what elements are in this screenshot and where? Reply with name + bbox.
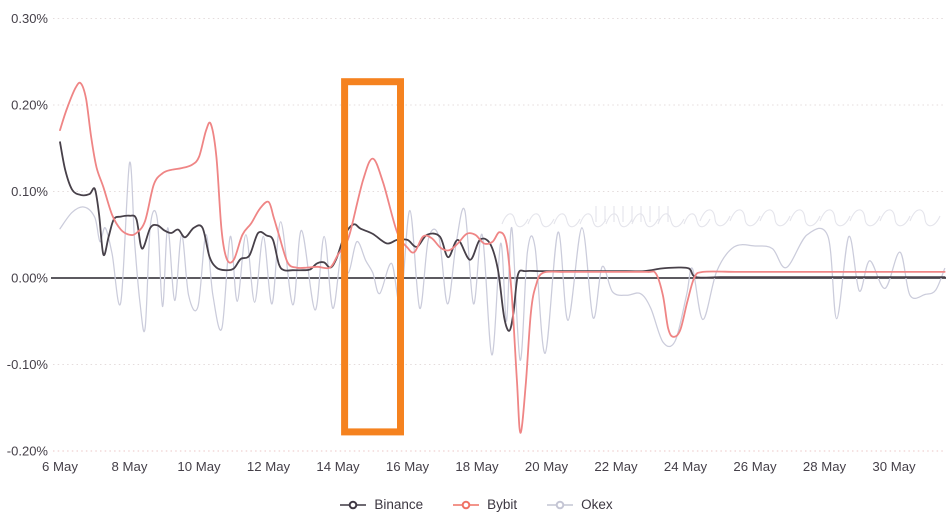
series-line-binance xyxy=(59,141,946,332)
legend-label-bybit: Bybit xyxy=(487,497,518,512)
x-tick-label: 22 May xyxy=(594,459,638,474)
x-tick-label: 16 May xyxy=(386,459,430,474)
legend-label-okex: Okex xyxy=(581,497,613,512)
y-tick-label: 0.20% xyxy=(11,98,48,113)
highlight-annotation-box xyxy=(341,78,405,436)
background-watermark xyxy=(501,206,941,228)
legend-item-binance[interactable]: Binance xyxy=(338,497,423,512)
y-tick-label: -0.20% xyxy=(7,444,49,459)
y-tick-label: 0.00% xyxy=(11,271,48,286)
legend-item-okex[interactable]: Okex xyxy=(545,497,613,512)
okex-legend-marker-icon xyxy=(547,500,574,509)
x-tick-label: 28 May xyxy=(803,459,847,474)
x-tick-label: 30 May xyxy=(872,459,916,474)
binance-legend-marker-icon xyxy=(340,500,367,509)
y-tick-label: -0.10% xyxy=(7,357,49,372)
series-line-bybit xyxy=(59,81,946,434)
x-tick-label: 20 May xyxy=(525,459,569,474)
series-line-okex xyxy=(59,161,946,361)
y-tick-label: 0.30% xyxy=(11,11,48,26)
x-tick-label: 26 May xyxy=(733,459,777,474)
x-tick-label: 10 May xyxy=(177,459,221,474)
x-tick-label: 24 May xyxy=(664,459,708,474)
legend-item-bybit[interactable]: Bybit xyxy=(451,497,517,512)
y-tick-label: 0.10% xyxy=(11,184,48,199)
legend-label-binance: Binance xyxy=(374,497,424,512)
x-tick-label: 12 May xyxy=(247,459,291,474)
x-tick-label: 14 May xyxy=(316,459,360,474)
x-tick-label: 8 May xyxy=(112,459,148,474)
bybit-legend-marker-icon xyxy=(453,500,480,509)
x-tick-label: 6 May xyxy=(42,459,78,474)
chart-legend: Binance Bybit Okex xyxy=(0,497,951,512)
x-tick-label: 18 May xyxy=(455,459,499,474)
